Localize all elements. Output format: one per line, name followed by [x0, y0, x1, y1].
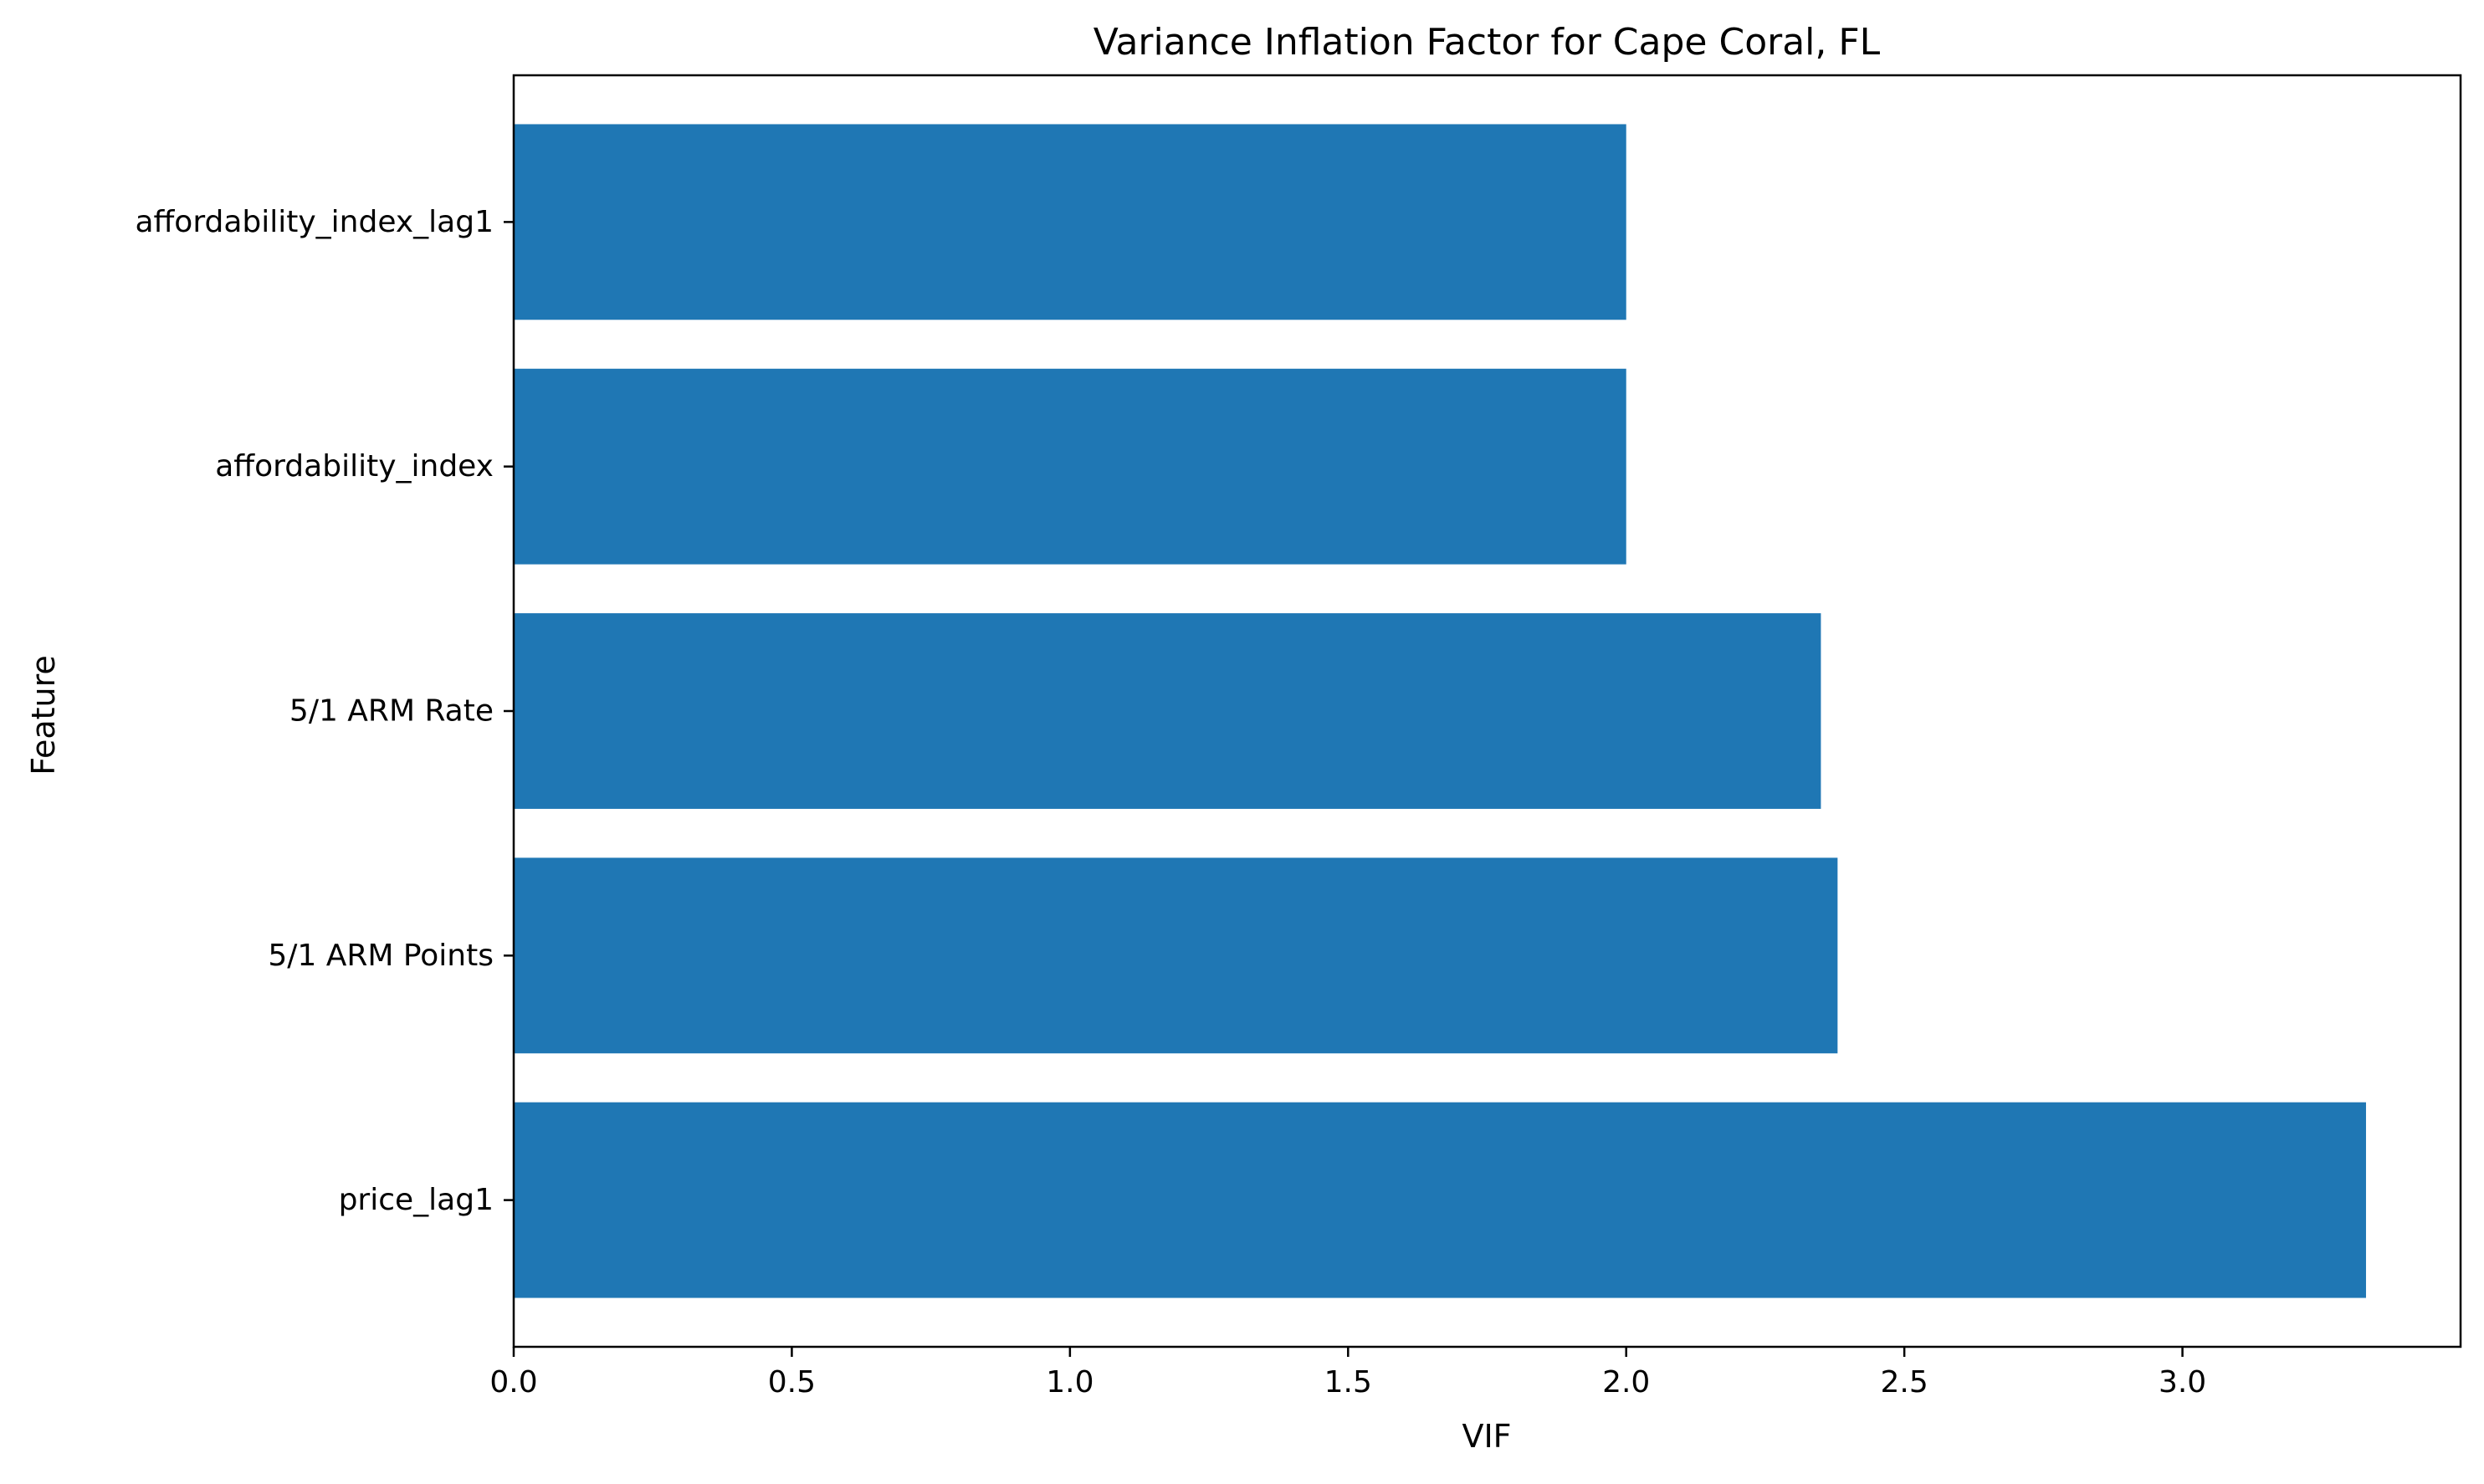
x-tick-label: 1.0	[1046, 1365, 1093, 1400]
x-tick-label: 1.5	[1324, 1365, 1372, 1400]
x-tick-label: 2.5	[1881, 1365, 1928, 1400]
y-tick-label: affordability_index	[215, 449, 494, 484]
bar-3	[514, 368, 1626, 565]
x-tick-label: 2.0	[1602, 1365, 1650, 1400]
x-tick-label: 0.5	[768, 1365, 816, 1400]
bar-1	[514, 857, 1838, 1054]
x-axis-ticks: 0.0 0.5 1.0 1.5 2.0 2.5 3.0	[489, 1347, 2206, 1400]
y-axis-label: Feature	[25, 655, 62, 775]
bar-2	[514, 613, 1821, 809]
bar-0	[514, 1102, 2366, 1298]
x-tick-label: 3.0	[2159, 1365, 2206, 1400]
bars-group	[514, 124, 2366, 1298]
chart-title: Variance Inflation Factor for Cape Coral…	[1093, 21, 1881, 64]
y-tick-label: 5/1 ARM Rate	[289, 694, 494, 729]
y-tick-label: 5/1 ARM Points	[268, 939, 494, 973]
y-tick-label: price_lag1	[339, 1183, 494, 1217]
y-axis-ticks: price_lag1 5/1 ARM Points 5/1 ARM Rate affo…	[135, 205, 514, 1217]
y-tick-label: affordability_index_lag1	[135, 205, 494, 239]
bar-4	[514, 124, 1626, 320]
x-tick-label: 0.0	[489, 1365, 537, 1400]
x-axis-label: VIF	[1462, 1418, 1511, 1455]
